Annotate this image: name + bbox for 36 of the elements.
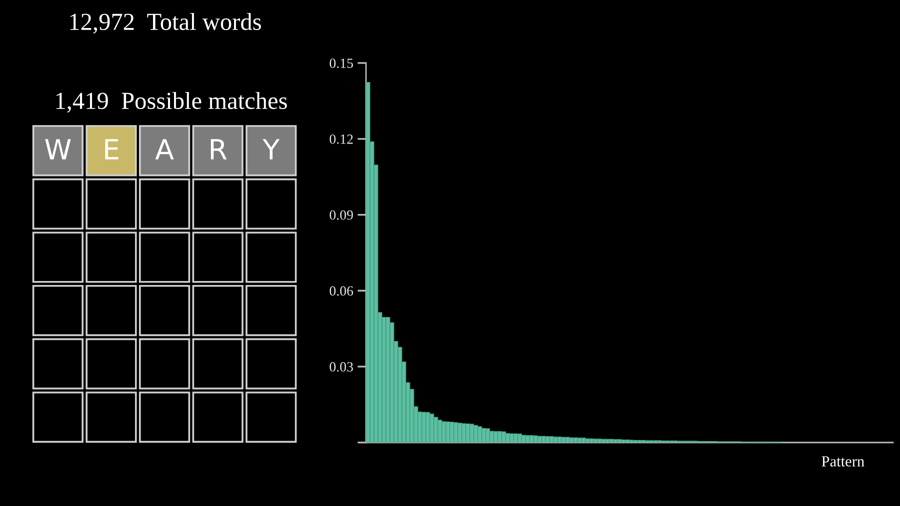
text: Y xyxy=(262,139,280,160)
x-axis-title: Pattern xyxy=(822,456,864,467)
bar xyxy=(438,420,442,442)
bar xyxy=(577,438,582,442)
bar xyxy=(597,438,602,442)
bar xyxy=(525,435,530,442)
bar xyxy=(462,423,466,442)
bar xyxy=(613,439,618,442)
y-tick-label: 0.09 xyxy=(330,210,353,220)
text: A xyxy=(155,139,174,160)
bar xyxy=(549,436,554,442)
bar xyxy=(593,438,598,442)
bar xyxy=(553,436,558,442)
bar xyxy=(478,426,482,442)
y-tick-label: 0.15 xyxy=(330,58,353,68)
y-tick-label: 0.03 xyxy=(330,362,353,372)
bar xyxy=(470,424,474,442)
y-tick-label: 0.06 xyxy=(330,286,354,296)
y-tick-label: 0.12 xyxy=(330,134,353,144)
bar xyxy=(529,435,534,442)
bar xyxy=(617,439,622,442)
text: 12,972 Total words xyxy=(70,12,261,34)
bar xyxy=(545,436,550,442)
bar xyxy=(454,422,458,442)
text: W xyxy=(45,139,71,160)
bar xyxy=(581,438,586,442)
bar xyxy=(517,434,522,442)
bar xyxy=(458,422,462,442)
text: 1,419 Possible matches xyxy=(56,92,287,113)
bar xyxy=(497,431,502,442)
bar xyxy=(430,414,434,442)
bar xyxy=(629,440,634,442)
text: R xyxy=(210,139,227,160)
bar xyxy=(557,436,562,442)
bar xyxy=(505,433,510,442)
text: E xyxy=(105,139,118,160)
